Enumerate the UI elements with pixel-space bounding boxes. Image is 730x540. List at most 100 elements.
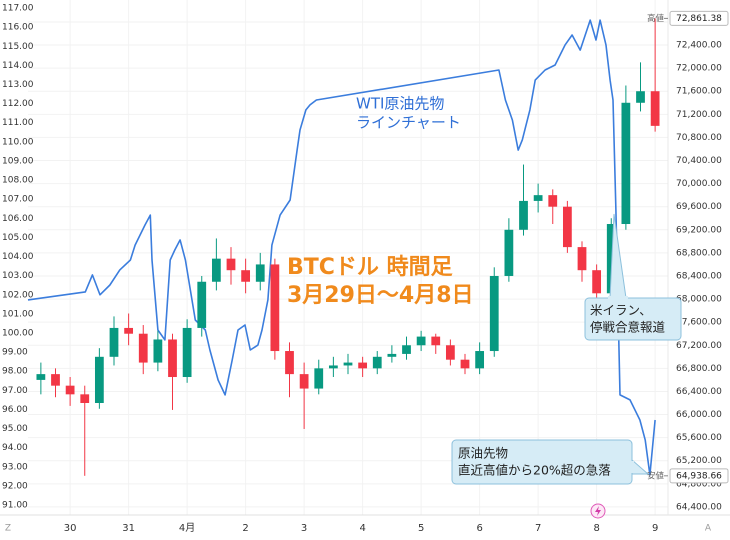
candle-body <box>343 362 353 366</box>
y2-tick-label: 64,400.00 <box>676 502 722 512</box>
line-series <box>27 19 656 476</box>
candle-body <box>314 368 324 389</box>
candle-body <box>416 336 426 346</box>
candle-body <box>636 91 645 103</box>
candle-body <box>299 374 309 389</box>
price-tag-label: 安値 <box>647 470 665 481</box>
axes: 30 31 4月 2 3 4 5 6 7 8 9 91.00 92.00 93.00 94.00 95.00 9… <box>2 4 729 534</box>
candle-body <box>94 356 104 403</box>
candle-body <box>402 345 411 354</box>
callout-box <box>584 297 682 341</box>
candle-body <box>328 365 338 369</box>
x-tick-label: 5 <box>418 523 424 534</box>
x-tick-label: 31 <box>122 523 135 534</box>
y-tick-label: 95.00 <box>2 424 28 434</box>
y-tick-label: 93.00 <box>2 462 28 472</box>
callout-text: 直近高値から20%超の急落 <box>458 463 611 478</box>
price-tag-label: 高値 <box>647 13 665 24</box>
candle-body <box>270 264 280 352</box>
candle-body <box>226 258 236 271</box>
candle-body <box>124 327 134 334</box>
candle-body <box>138 333 148 363</box>
y2-tick-label: 71,600.00 <box>676 87 722 97</box>
candle-body <box>372 356 382 369</box>
x-tick-label: 4 <box>359 523 365 534</box>
candle-body <box>489 275 499 352</box>
y2-tick-label: 67,200.00 <box>676 341 722 351</box>
y2-tick-label: 69,200.00 <box>676 225 722 235</box>
line-layer <box>27 19 656 476</box>
event-icon-bolt <box>595 506 601 516</box>
y-tick-label: 114.00 <box>2 61 34 71</box>
candle-body <box>153 339 163 363</box>
candle-body <box>445 345 455 360</box>
y2-tick-label: 72,400.00 <box>676 41 722 51</box>
y-tick-label: 108.00 <box>2 176 34 186</box>
y-tick-label: 107.00 <box>2 195 34 205</box>
x-tick-label: 9 <box>652 523 658 534</box>
price-tag-value: 72,861.38 <box>676 14 722 24</box>
candle-body <box>241 270 251 282</box>
y2-tick-label: 68,800.00 <box>676 248 722 258</box>
annotation: WTI原油先物 <box>356 95 444 113</box>
y-tick-label: 112.00 <box>2 99 34 109</box>
y-tick-label: 91.00 <box>2 501 28 511</box>
candle-body <box>504 229 514 276</box>
y2-tick-label: 69,600.00 <box>676 202 722 212</box>
y-tick-label: 115.00 <box>2 42 34 52</box>
y2-tick-label: 70,000.00 <box>676 179 722 189</box>
candle-body <box>577 247 587 271</box>
price-tag-box <box>669 468 729 484</box>
y2-tick-label: 68,400.00 <box>676 271 722 281</box>
y-tick-label: 99.00 <box>2 348 28 358</box>
annotation: ラインチャート <box>356 114 461 132</box>
candle-body <box>431 336 441 346</box>
y-tick-label: 116.00 <box>2 23 34 33</box>
y2-tick-label: 64,800.00 <box>676 479 722 489</box>
y-tick-label: 106.00 <box>2 214 34 224</box>
grid <box>28 0 668 515</box>
annotation: 3月29日～4月8日 <box>287 283 474 308</box>
candle-body <box>533 195 543 201</box>
x-tick-label: 3 <box>301 523 307 534</box>
y2-tick-label: 67,600.00 <box>676 318 722 328</box>
candle-body <box>358 362 368 369</box>
candle-body <box>548 195 558 207</box>
candle-body <box>109 327 119 357</box>
y-tick-label: 109.00 <box>2 156 34 166</box>
x-tick-label: 4月 <box>179 522 195 534</box>
candle-body <box>387 353 397 357</box>
candle-body <box>460 359 470 369</box>
callout-join <box>629 461 634 473</box>
candle-body <box>562 206 572 248</box>
candle-body <box>182 327 192 378</box>
y2-tick-label: 71,200.00 <box>676 110 722 120</box>
x-tick-label: 6 <box>476 523 482 534</box>
y-tick-label: 97.00 <box>2 386 28 396</box>
y-tick-label: 111.00 <box>2 118 34 128</box>
y2-tick-label: 66,000.00 <box>676 410 722 420</box>
candle-body <box>606 224 616 294</box>
axis-button[interactable]: Z <box>5 524 11 534</box>
y-tick-label: 117.00 <box>2 4 34 14</box>
candle-body <box>475 351 485 369</box>
candle-body <box>197 281 207 328</box>
price-tag-box <box>669 10 729 26</box>
y2-tick-label: 72,000.00 <box>676 64 722 74</box>
y-tick-label: 94.00 <box>2 443 28 453</box>
candle-body <box>65 385 75 395</box>
y-tick-label: 105.00 <box>2 233 34 243</box>
axis-button[interactable]: A <box>705 524 712 534</box>
candle-layer <box>36 18 660 476</box>
y-tick-label: 101.00 <box>2 309 34 319</box>
y-tick-label: 113.00 <box>2 80 34 90</box>
annotation: BTCドル 時間足 <box>287 255 453 280</box>
x-tick-label: 7 <box>535 523 541 534</box>
candle-body <box>36 374 46 380</box>
candle-body <box>285 351 294 375</box>
y-tick-label: 102.00 <box>2 290 34 300</box>
y2-tick-label: 65,200.00 <box>676 456 722 466</box>
y-tick-label: 103.00 <box>2 271 34 281</box>
candle-body <box>650 91 660 126</box>
